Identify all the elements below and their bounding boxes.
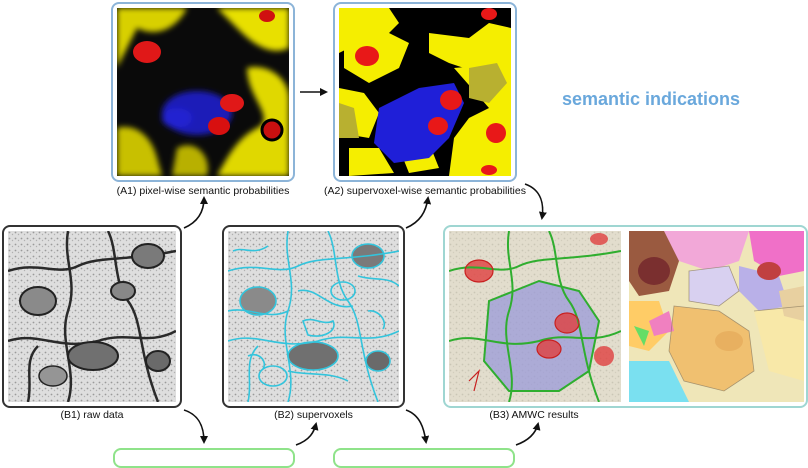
caption-a2: (A2) supervoxel-wise semantic probabilit… — [324, 185, 526, 197]
image-b2-supervoxels — [228, 231, 399, 402]
panel-a1-pixel-probabilities — [111, 2, 295, 182]
semantic-indications-label: semantic indications — [562, 89, 741, 109]
arrow-b1-to-bottom — [183, 409, 208, 444]
arrow-bottom-to-b2 — [295, 422, 319, 446]
caption-b2: (B2) supervoxels — [274, 409, 353, 421]
arrow-b2-to-a2 — [405, 196, 432, 229]
caption-a1: (A1) pixel-wise semantic probabilities — [116, 185, 290, 197]
caption-b1: (B1) raw data — [60, 409, 124, 421]
panel-b2-supervoxels — [222, 225, 405, 408]
arrow-b2-to-bottom — [405, 409, 430, 444]
image-b3-semantic-overlay — [449, 231, 621, 402]
image-a1-probability-map — [117, 8, 289, 176]
panel-a2-supervoxel-probabilities — [333, 2, 517, 182]
panel-b1-raw-data — [2, 225, 182, 408]
flow-arrows — [183, 88, 547, 446]
image-b3-instance-segmentation — [629, 231, 804, 402]
arrow-a2-to-b3 — [524, 183, 547, 220]
arrow-b1-to-a1 — [183, 196, 208, 229]
image-a2-supervoxel-map — [339, 8, 511, 176]
caption-b3: (B3) AMWC results — [489, 409, 579, 421]
panel-b3-amwc-results — [443, 225, 808, 408]
arrow-bottom-to-b3 — [515, 422, 541, 446]
image-b1-raw-em — [8, 231, 176, 402]
